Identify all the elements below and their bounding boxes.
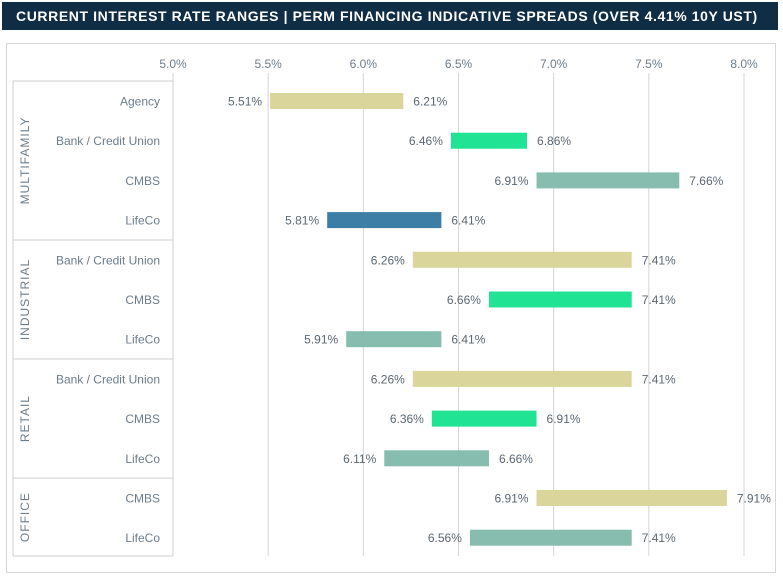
chart-frame [6, 43, 776, 573]
low-value-label: 6.66% [447, 293, 481, 307]
range-bar [412, 370, 632, 387]
range-bar [488, 291, 632, 308]
high-value-label: 6.21% [413, 95, 447, 109]
category-label: LifeCo [125, 452, 160, 466]
low-value-label: 6.26% [371, 253, 405, 267]
range-bar [469, 529, 632, 546]
low-value-label: 5.51% [228, 95, 262, 109]
range-bar [536, 172, 680, 189]
low-value-label: 5.81% [285, 214, 319, 228]
high-value-label: 7.41% [642, 372, 676, 386]
low-value-label: 6.11% [343, 452, 376, 466]
x-axis: 5.0% 5.5% 6.0% 6.5% 7.0% 7.5% 8.0% [159, 57, 758, 71]
category-label: CMBS [125, 293, 160, 307]
category-label: LifeCo [125, 333, 160, 347]
low-value-label: 6.91% [495, 174, 529, 188]
range-bar [270, 93, 404, 109]
high-value-label: 7.41% [642, 253, 676, 267]
high-value-label: 7.66% [689, 174, 723, 188]
category-label: Bank / Credit Union [56, 134, 160, 148]
category-label: LifeCo [125, 214, 160, 228]
low-value-label: 6.56% [428, 531, 462, 545]
low-value-label: 6.36% [390, 412, 424, 426]
category-label: CMBS [125, 412, 160, 426]
x-tick-label: 6.5% [445, 57, 473, 71]
high-value-label: 7.41% [642, 531, 676, 545]
low-value-label: 6.46% [409, 134, 443, 148]
group-label: RETAIL [18, 395, 32, 442]
range-bar [327, 212, 442, 229]
group-label: INDUSTRIAL [18, 259, 32, 340]
range-bar [346, 331, 442, 348]
range-bar [384, 450, 489, 467]
low-value-label: 6.91% [495, 492, 529, 506]
x-tick-label: 7.5% [635, 57, 663, 71]
range-bar [450, 132, 528, 149]
high-value-label: 6.91% [547, 412, 581, 426]
range-bar [412, 251, 632, 268]
x-tick-label: 8.0% [730, 57, 758, 71]
low-value-label: 5.91% [304, 333, 338, 347]
category-label: LifeCo [125, 531, 160, 545]
high-value-label: 6.66% [499, 452, 533, 466]
category-label: Agency [120, 95, 160, 109]
high-value-label: 7.41% [642, 293, 676, 307]
low-value-label: 6.26% [371, 372, 405, 386]
x-tick-label: 6.0% [350, 57, 378, 71]
category-label: CMBS [125, 174, 160, 188]
x-tick-label: 5.0% [159, 57, 187, 71]
high-value-label: 7.91% [737, 492, 771, 506]
bar-layer: Agency 5.51% 6.21% Bank / Credit Union 6.46%… [56, 93, 771, 546]
group-label: OFFICE [18, 492, 32, 542]
x-tick-label: 7.0% [540, 57, 568, 71]
chart-title: CURRENT INTEREST RATE RANGES | PERM FINA… [16, 8, 758, 24]
range-bar [536, 490, 727, 506]
range-bar [431, 410, 537, 427]
high-value-label: 6.86% [537, 134, 571, 148]
chart-header: CURRENT INTEREST RATE RANGES | PERM FINA… [2, 2, 778, 30]
high-value-label: 6.41% [451, 214, 485, 228]
group-label: MULTIFAMILY [18, 117, 32, 205]
category-label: Bank / Credit Union [56, 253, 160, 267]
category-label: CMBS [125, 492, 160, 506]
group-layer: MULTIFAMILY INDUSTRIAL RETAIL OFFICE [12, 80, 174, 557]
category-label: Bank / Credit Union [56, 372, 160, 386]
high-value-label: 6.41% [451, 333, 485, 347]
x-tick-label: 5.5% [254, 57, 282, 71]
